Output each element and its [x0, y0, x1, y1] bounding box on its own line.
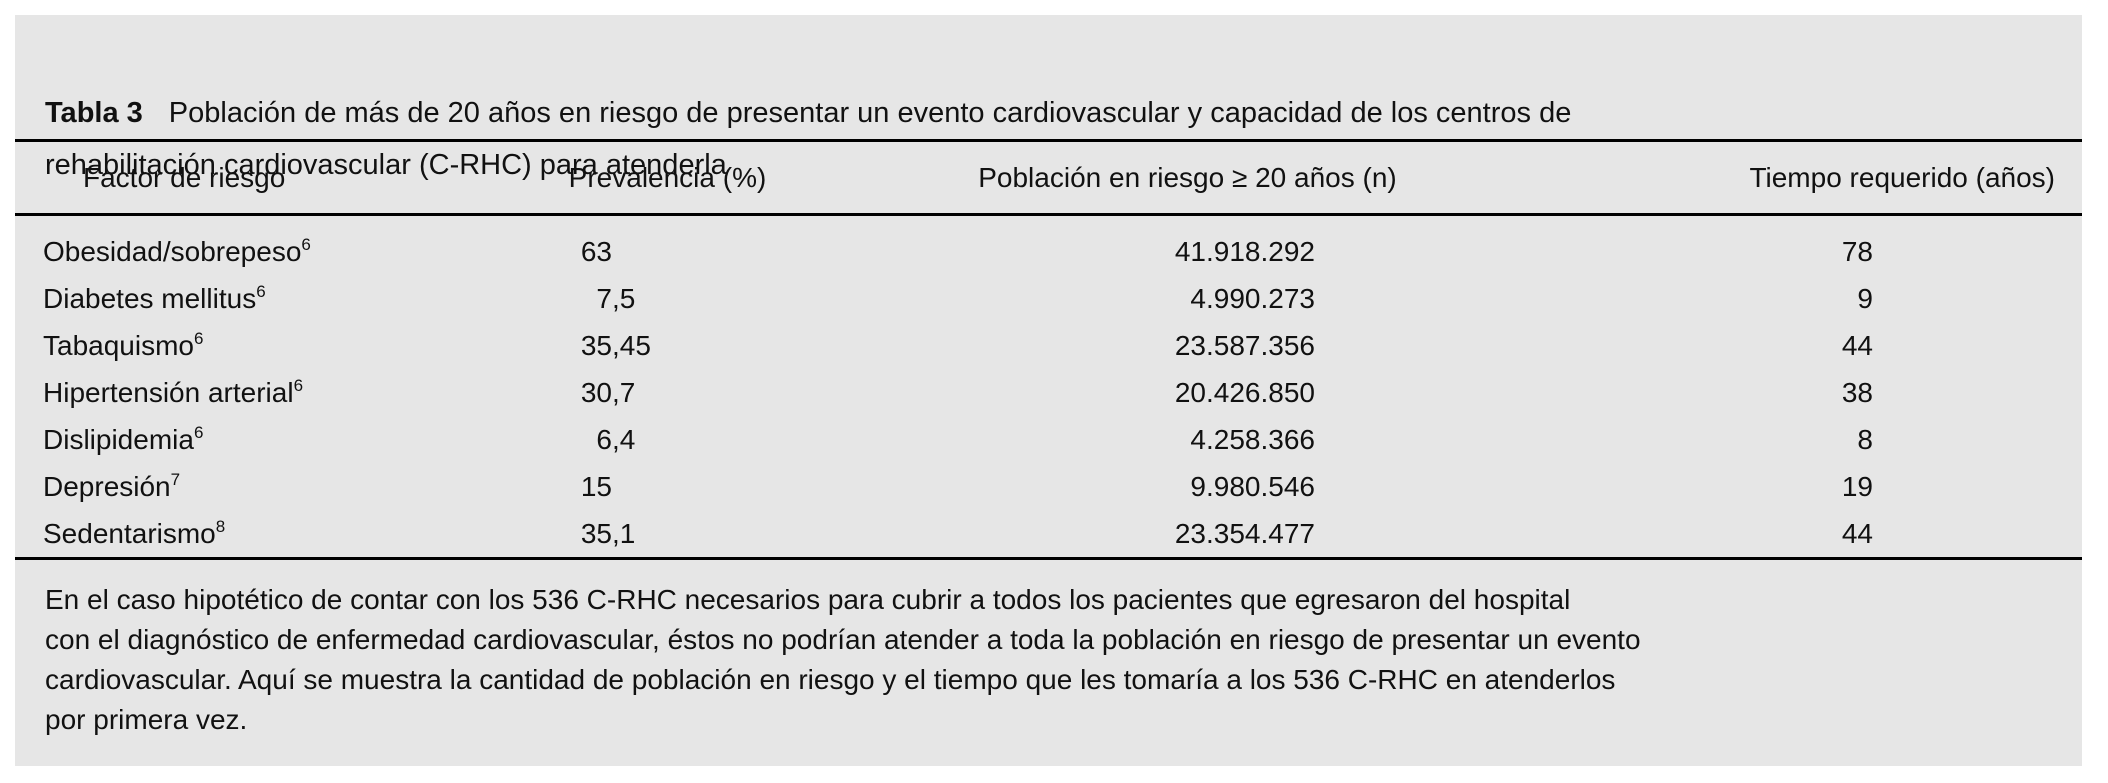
- factor-label: Hipertensión arterial: [43, 376, 294, 408]
- table-row: Tabaquismo6 35,45 23.587.356 44: [15, 322, 2082, 369]
- factor-label: Sedentarismo: [43, 517, 216, 549]
- factor-cell: Tabaquismo6: [15, 322, 505, 369]
- reference-superscript: 7: [170, 469, 181, 489]
- reference-superscript: 6: [301, 234, 311, 254]
- prevalence-cell: 30,7: [505, 369, 830, 416]
- population-cell: 23.587.356: [1174, 329, 1315, 361]
- population-cell: 41.918.292: [1174, 235, 1315, 267]
- reference-superscript: 6: [193, 422, 204, 442]
- factor-label: Depresión: [43, 470, 171, 502]
- factor-cell: Sedentarismo8: [15, 510, 505, 560]
- population-cell: 4.990.273: [1190, 282, 1315, 314]
- prevalence-cell: 35,45: [505, 322, 830, 369]
- years-cell: 8: [1857, 423, 1873, 455]
- years-cell: 44: [1545, 510, 2082, 560]
- population-cell: 9.980.546: [1190, 470, 1315, 502]
- prevalence-cell: 35,1: [505, 510, 830, 560]
- reference-superscript: 6: [293, 375, 304, 395]
- table-row: Diabetes mellitus6 7,5 4.990.273 9: [15, 275, 2082, 322]
- years-cell: 19: [1841, 470, 1873, 502]
- factor-cell: Obesidad/sobrepeso6: [15, 215, 505, 276]
- table-row: Dislipidemia6 6,4 4.258.366 8: [15, 416, 2082, 463]
- table-footnote: En el caso hipotético de contar con los …: [45, 584, 1641, 735]
- prevalence-int: 15: [580, 470, 612, 502]
- factor-label: Diabetes mellitus: [43, 282, 257, 314]
- factor-cell: Depresión7: [15, 463, 505, 510]
- table-row: Hipertensión arterial6 30,7 20.426.850 3…: [15, 369, 2082, 416]
- factor-label: Tabaquismo: [43, 329, 194, 361]
- table-row: Obesidad/sobrepeso6 63 41.918.292 78: [15, 215, 2082, 276]
- prevalence-int: 30: [580, 376, 612, 408]
- population-cell: 4.258.366: [1190, 423, 1315, 455]
- data-table: Factor de riesgo Prevalencia (%) Poblaci…: [15, 142, 2082, 560]
- column-header-prevalence: Prevalencia (%): [505, 142, 830, 216]
- years-cell: 44: [1841, 329, 1873, 361]
- table-caption: Tabla 3 Población de más de 20 años en ri…: [15, 15, 2082, 181]
- table-header-row: Factor de riesgo Prevalencia (%) Poblaci…: [15, 142, 2082, 216]
- prevalence-cell: 63: [505, 215, 830, 276]
- prevalence-cell: 7,5: [505, 275, 830, 322]
- reference-superscript: 6: [193, 328, 204, 348]
- factor-cell: Diabetes mellitus6: [15, 275, 505, 322]
- column-header-time: Tiempo requerido (años): [1545, 142, 2082, 216]
- prevalence-cell: 6,4: [505, 416, 830, 463]
- table-panel: Tabla 3 Población de más de 20 años en ri…: [15, 15, 2082, 766]
- population-cell: 20.426.850: [1174, 376, 1315, 408]
- factor-label: Obesidad/sobrepeso: [43, 235, 302, 267]
- column-header-factor: Factor de riesgo: [15, 142, 505, 216]
- table-row: Sedentarismo8 35,1 23.354.477 44: [15, 510, 2082, 560]
- years-cell: 78: [1841, 235, 1873, 267]
- years-cell: 38: [1841, 376, 1873, 408]
- prevalence-cell: 15: [505, 463, 830, 510]
- table-caption-label: Tabla 3: [45, 97, 143, 129]
- prevalence-dec: ,4: [612, 423, 636, 455]
- factor-cell: Dislipidemia6: [15, 416, 505, 463]
- prevalence-dec: ,45: [612, 329, 651, 361]
- prevalence-dec: ,5: [612, 282, 636, 314]
- prevalence-int: 7: [596, 282, 612, 314]
- prevalence-dec: ,7: [612, 376, 636, 408]
- factor-label: Dislipidemia: [43, 423, 194, 455]
- years-cell: 9: [1857, 282, 1873, 314]
- prevalence-int: 63: [580, 235, 612, 267]
- reference-superscript: 6: [256, 281, 266, 301]
- prevalence-int: 35: [580, 329, 612, 361]
- prevalence-int: 6: [596, 423, 612, 455]
- reference-superscript: 8: [215, 516, 226, 536]
- table-row: Depresión7 15 9.980.546 19: [15, 463, 2082, 510]
- factor-cell: Hipertensión arterial6: [15, 369, 505, 416]
- column-header-population: Población en riesgo ≥ 20 años (n): [830, 142, 1545, 216]
- population-cell: 23.354.477: [830, 510, 1545, 560]
- prevalence-int: 35: [580, 517, 612, 549]
- prevalence-dec: ,1: [612, 517, 636, 549]
